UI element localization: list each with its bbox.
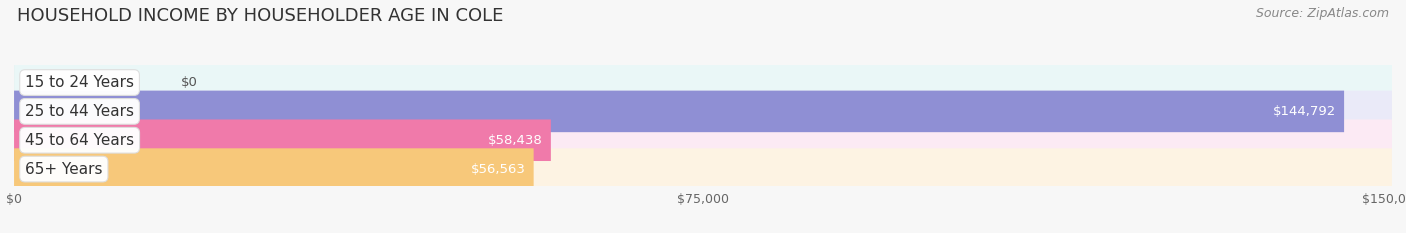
FancyBboxPatch shape bbox=[14, 91, 1392, 132]
FancyBboxPatch shape bbox=[14, 148, 534, 190]
Text: $58,438: $58,438 bbox=[488, 134, 543, 147]
Text: 15 to 24 Years: 15 to 24 Years bbox=[25, 75, 134, 90]
FancyBboxPatch shape bbox=[14, 91, 1344, 132]
FancyBboxPatch shape bbox=[14, 120, 551, 161]
FancyBboxPatch shape bbox=[14, 62, 1392, 103]
Text: 25 to 44 Years: 25 to 44 Years bbox=[25, 104, 134, 119]
FancyBboxPatch shape bbox=[14, 120, 1392, 161]
Text: $0: $0 bbox=[181, 76, 198, 89]
Text: $144,792: $144,792 bbox=[1272, 105, 1336, 118]
Text: Source: ZipAtlas.com: Source: ZipAtlas.com bbox=[1256, 7, 1389, 20]
Text: 65+ Years: 65+ Years bbox=[25, 162, 103, 177]
Text: HOUSEHOLD INCOME BY HOUSEHOLDER AGE IN COLE: HOUSEHOLD INCOME BY HOUSEHOLDER AGE IN C… bbox=[17, 7, 503, 25]
FancyBboxPatch shape bbox=[14, 148, 1392, 190]
Text: 45 to 64 Years: 45 to 64 Years bbox=[25, 133, 134, 148]
Text: $56,563: $56,563 bbox=[471, 163, 526, 176]
